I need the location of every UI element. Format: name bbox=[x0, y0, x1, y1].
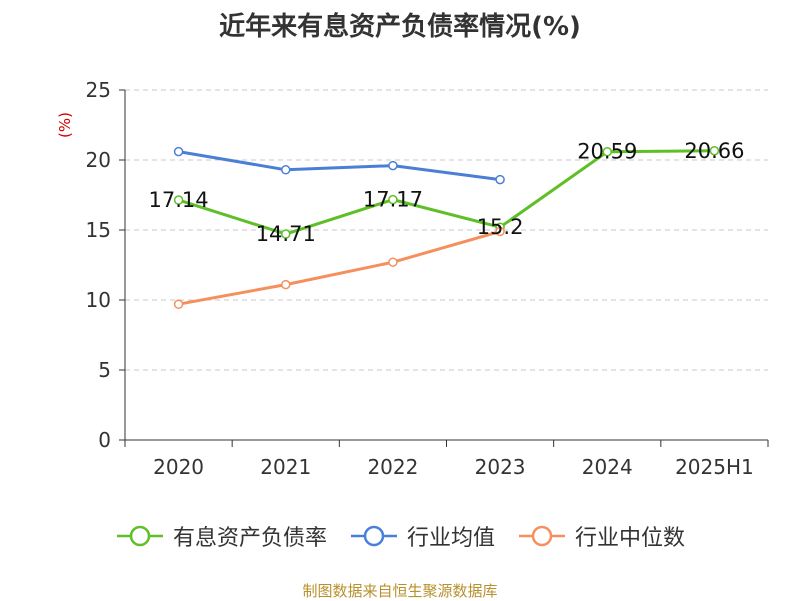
series-3-point bbox=[281, 279, 291, 290]
y-tick-label: 25 bbox=[86, 78, 111, 102]
data-label: 17.17 bbox=[363, 188, 423, 212]
series-lines bbox=[173, 146, 720, 309]
legend-label: 行业均值 bbox=[406, 526, 495, 551]
legend-marker-icon bbox=[116, 525, 163, 547]
series-1-point bbox=[388, 194, 398, 205]
legend-item-1[interactable]: 有息资产负债率 bbox=[115, 520, 327, 552]
series-line-1 bbox=[178, 149, 715, 236]
series-2-point bbox=[388, 160, 398, 171]
data-label: 14.71 bbox=[256, 222, 316, 246]
series-1-point bbox=[281, 229, 291, 239]
series-2-point bbox=[495, 174, 505, 185]
series-line-3 bbox=[178, 229, 501, 306]
legend: 有息资产负债率 行业均值 行业中位数 bbox=[0, 520, 800, 552]
y-axis-label: (%) bbox=[56, 112, 74, 138]
x-tick-label: 2023 bbox=[475, 455, 526, 479]
chart-title: 近年来有息资产负债率情况(%) bbox=[219, 12, 581, 42]
legend-item-3[interactable]: 行业中位数 bbox=[517, 520, 685, 552]
data-labels: 17.14 14.71 17.17 15.2 20.59 20.66 bbox=[149, 139, 745, 246]
legend-label: 行业中位数 bbox=[575, 526, 686, 551]
y-tick-label: 0 bbox=[98, 428, 111, 452]
x-tick-label: 2025H1 bbox=[675, 455, 754, 479]
data-label: 15.2 bbox=[477, 215, 524, 239]
legend-item-2[interactable]: 行业均值 bbox=[349, 520, 495, 552]
y-tick-label: 10 bbox=[86, 288, 111, 312]
y-tick-label: 20 bbox=[86, 148, 111, 172]
series-1-point bbox=[709, 146, 720, 156]
series-1-point bbox=[173, 195, 184, 205]
x-tick-label: 2022 bbox=[367, 455, 418, 479]
series-3-point bbox=[173, 299, 184, 309]
data-label: 20.66 bbox=[684, 139, 744, 163]
x-tick-label: 2021 bbox=[260, 455, 311, 479]
legend-label: 有息资产负债率 bbox=[172, 526, 327, 551]
grid-lines bbox=[125, 89, 768, 371]
series-2-point bbox=[173, 146, 184, 157]
axes: 0 5 10 15 20 25 (%) 2020 2021 2022 2023 2024 2025H1 bbox=[56, 78, 769, 479]
series-line-2 bbox=[178, 150, 501, 182]
source-note: 制图数据来自恒生聚源数据库 bbox=[302, 582, 498, 600]
legend-marker-icon bbox=[350, 525, 397, 547]
series-3-point bbox=[495, 226, 505, 237]
data-label: 20.59 bbox=[577, 140, 637, 164]
x-tick-label: 2024 bbox=[582, 455, 633, 479]
y-tick-label: 5 bbox=[98, 358, 111, 382]
y-tick-label: 15 bbox=[86, 218, 111, 242]
legend-marker-icon bbox=[519, 525, 565, 547]
series-1-point bbox=[602, 146, 612, 157]
data-label: 17.14 bbox=[149, 188, 209, 212]
series-2-point bbox=[281, 165, 291, 175]
series-3-point bbox=[388, 257, 398, 267]
x-tick-label: 2020 bbox=[153, 455, 204, 479]
